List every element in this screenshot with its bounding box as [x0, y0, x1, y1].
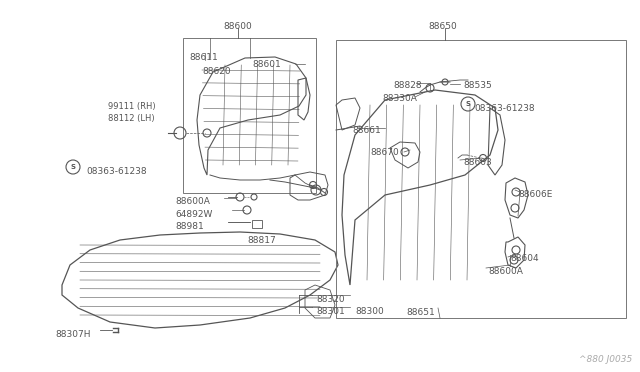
Text: 88817: 88817 — [247, 236, 276, 245]
Text: 88620: 88620 — [202, 67, 230, 76]
Bar — [252, 220, 262, 228]
Bar — [336, 40, 626, 318]
Text: 64892W: 64892W — [175, 210, 212, 219]
Text: 88320: 88320 — [316, 295, 344, 304]
Text: 88661: 88661 — [352, 126, 381, 135]
Text: 88601: 88601 — [252, 60, 281, 69]
Text: S: S — [70, 164, 76, 170]
Text: 88603: 88603 — [463, 158, 492, 167]
Text: 88606E: 88606E — [518, 190, 552, 199]
Text: 88330A: 88330A — [382, 94, 417, 103]
Text: 99111 (RH): 99111 (RH) — [108, 102, 156, 111]
Text: 88112 (LH): 88112 (LH) — [108, 114, 155, 123]
Text: 88828: 88828 — [393, 81, 422, 90]
Text: 88307H: 88307H — [55, 330, 90, 339]
Text: 88611: 88611 — [189, 53, 218, 62]
Text: 88300: 88300 — [355, 307, 384, 316]
Text: 88600: 88600 — [223, 22, 252, 31]
Text: 88600A: 88600A — [175, 197, 210, 206]
Text: ^880 J0035: ^880 J0035 — [579, 355, 632, 364]
Text: 88604: 88604 — [510, 254, 539, 263]
Text: 88981: 88981 — [175, 222, 204, 231]
Text: 88600A: 88600A — [488, 267, 523, 276]
Text: 88651: 88651 — [406, 308, 435, 317]
Text: 88650: 88650 — [428, 22, 457, 31]
Text: 88301: 88301 — [316, 307, 345, 316]
Text: 08363-61238: 08363-61238 — [474, 104, 534, 113]
Text: 08363-61238: 08363-61238 — [86, 167, 147, 176]
Text: 88535: 88535 — [463, 81, 492, 90]
Text: 88670: 88670 — [370, 148, 399, 157]
Bar — [183, 38, 316, 193]
Text: S: S — [465, 101, 470, 107]
